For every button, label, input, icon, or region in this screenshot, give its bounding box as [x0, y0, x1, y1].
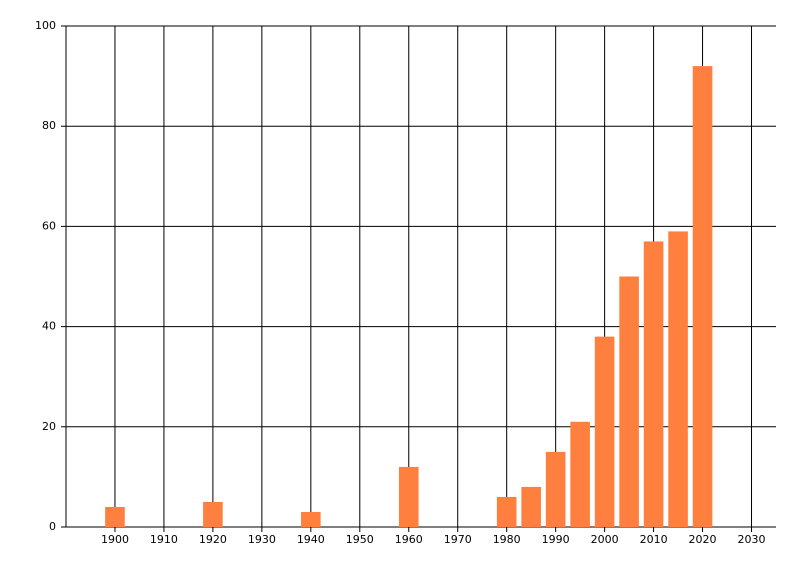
- x-tick-label: 1940: [297, 533, 325, 546]
- x-tick-label: 2030: [738, 533, 766, 546]
- x-tick-label: 2010: [640, 533, 668, 546]
- bar: [398, 466, 419, 527]
- x-tick-label: 1950: [346, 533, 374, 546]
- bar: [105, 506, 125, 527]
- bar: [521, 486, 541, 527]
- y-tick-label: 60: [42, 219, 56, 232]
- y-tick-label: 0: [49, 520, 56, 533]
- x-tick-label: 1930: [248, 533, 276, 546]
- x-tick-label: 1920: [199, 533, 227, 546]
- x-tick-label: 1990: [542, 533, 570, 546]
- bar: [594, 336, 615, 527]
- x-tick-label: 1970: [444, 533, 472, 546]
- bar: [570, 421, 590, 527]
- bar: [301, 511, 321, 527]
- bar: [203, 501, 223, 527]
- x-tick-label: 1900: [101, 533, 129, 546]
- x-tick-label: 2020: [689, 533, 717, 546]
- bar: [545, 451, 566, 527]
- x-tick-label: 1980: [493, 533, 521, 546]
- bar: [496, 496, 517, 527]
- x-tick-label: 1960: [395, 533, 423, 546]
- bar: [692, 66, 713, 527]
- y-tick-label: 100: [35, 19, 56, 32]
- y-tick-label: 40: [42, 320, 56, 333]
- x-tick-label: 1910: [150, 533, 178, 546]
- y-tick-label: 20: [42, 420, 56, 433]
- bar: [668, 231, 688, 527]
- x-tick-label: 2000: [591, 533, 619, 546]
- y-tick-label: 80: [42, 119, 56, 132]
- bar: [643, 241, 664, 527]
- bar: [619, 276, 639, 527]
